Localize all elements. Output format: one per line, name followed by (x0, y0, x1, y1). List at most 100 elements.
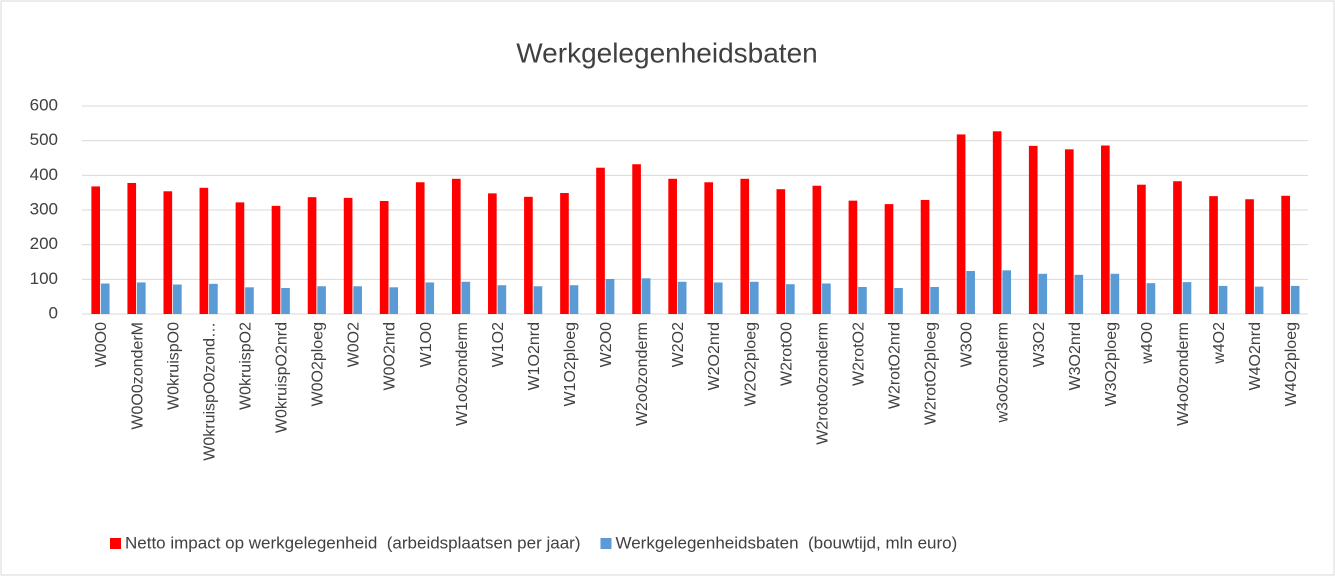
bar (749, 281, 759, 314)
bar (1146, 283, 1156, 314)
x-tick-label: W0O2nrd (382, 322, 399, 390)
x-tick-label: W0O0 (93, 322, 110, 367)
x-tick-label: W2O2ploeg (742, 322, 759, 407)
bar (560, 193, 569, 314)
x-tick-label: W2roto0zonderm (814, 322, 831, 445)
bar (461, 281, 471, 314)
x-tick-label: W2O2 (670, 322, 687, 367)
bar (740, 178, 750, 314)
bar (100, 283, 110, 314)
bar (1110, 273, 1120, 314)
x-tick-label: W4O2ploeg (1283, 322, 1300, 407)
x-tick-label: W3O2ploeg (1103, 322, 1120, 407)
bar (209, 283, 218, 314)
bar (1281, 195, 1290, 314)
bar (379, 200, 389, 314)
x-tick-label: W0O2 (346, 322, 363, 367)
x-tick-label: W2O0 (598, 322, 615, 367)
bar (1101, 145, 1110, 314)
bar (127, 182, 137, 314)
bar (353, 286, 362, 314)
bar (163, 191, 173, 314)
x-tick-label: W1o0zonderm (454, 322, 471, 426)
bar (812, 185, 822, 314)
bar (235, 202, 245, 314)
y-tick-label: 100 (30, 269, 58, 288)
x-tick-label: W2O2nrd (706, 322, 723, 390)
x-tick-label: W1O2 (490, 322, 507, 367)
y-tick-label: 500 (30, 130, 58, 149)
bar (1254, 286, 1264, 314)
bar (1074, 274, 1084, 314)
bar (1245, 199, 1254, 314)
bar (822, 283, 831, 314)
bar (415, 182, 425, 314)
bar (281, 288, 290, 314)
x-tick-label: W2rotO2ploeg (923, 322, 940, 425)
y-tick-label: 400 (30, 165, 58, 184)
y-tick-label: 200 (30, 234, 58, 253)
bar (91, 186, 101, 314)
bar (307, 197, 317, 314)
bar (1218, 285, 1228, 314)
x-tick-label: W2rotO2nrd (887, 322, 904, 409)
y-tick-label: 600 (30, 95, 58, 114)
bar (1290, 285, 1300, 314)
x-tick-label: W0O2ploeg (310, 322, 327, 407)
y-tick-label: 300 (30, 199, 58, 218)
bar (569, 285, 579, 314)
bar (786, 284, 795, 314)
bar (1182, 282, 1192, 314)
bar (1209, 196, 1218, 314)
bar (632, 164, 641, 314)
x-tick-label: W0O0zonderM (129, 322, 146, 430)
legend-label: Netto impact op werkgelegenheid (arbeids… (125, 533, 580, 552)
bar (605, 278, 615, 314)
bar (533, 286, 543, 314)
x-tick-label: W1O2nrd (526, 322, 543, 390)
x-tick-label: W4o0zonderm (1175, 322, 1192, 426)
bar (713, 282, 723, 314)
bar (704, 182, 714, 314)
x-tick-label: W2o0zonderm (634, 322, 651, 426)
bar (776, 189, 786, 314)
x-tick-label: w4O2 (1211, 322, 1228, 365)
bar (425, 282, 435, 314)
bar (524, 196, 533, 314)
legend-label: Werkgelegenheidsbaten (bouwtijd, mln eur… (615, 533, 957, 552)
bar (136, 282, 146, 314)
x-tick-label: W3O2 (1031, 322, 1048, 367)
bar (1038, 273, 1048, 314)
x-tick-label: W3O2nrd (1067, 322, 1084, 390)
x-tick-label: W3O0 (959, 322, 976, 367)
bar (271, 205, 281, 314)
x-tick-label: W4O2nrd (1247, 322, 1264, 390)
legend-swatch (600, 538, 612, 549)
bar (497, 285, 507, 314)
bar (1028, 145, 1038, 314)
bar (677, 281, 687, 314)
bar (848, 200, 858, 314)
x-tick-label: W2rotO2 (850, 322, 867, 386)
bar (668, 178, 677, 314)
x-tick-label: W0kruispO0 (165, 322, 182, 410)
bar (956, 134, 966, 314)
bar (317, 286, 326, 314)
bar (1173, 181, 1182, 314)
bar (173, 284, 182, 314)
bar (858, 286, 867, 314)
bar (199, 187, 209, 314)
y-tick-label: 0 (49, 303, 58, 322)
bar (884, 204, 894, 314)
bar (488, 193, 497, 314)
bar (966, 271, 975, 314)
bar (992, 131, 1002, 314)
x-tick-label: W0kruispO2nrd (274, 322, 291, 433)
chart-title: Werkgelegenheidsbaten (516, 37, 817, 68)
bar (641, 278, 651, 314)
bar (1064, 149, 1074, 314)
bar (596, 167, 605, 314)
bar (1137, 184, 1146, 314)
bar (1002, 270, 1012, 314)
